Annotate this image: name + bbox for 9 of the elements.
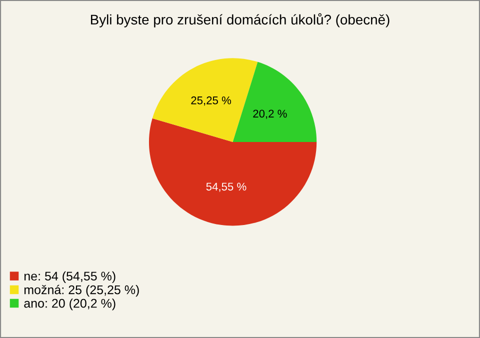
data-label: 54,55 %: [206, 182, 246, 192]
pie-slice: [148, 118, 317, 226]
pie-slice: [232, 62, 317, 142]
data-label: 20,2 %: [253, 110, 287, 119]
chart-title: Byli byste pro zrušení domácích úkolů? (obecně): [90, 13, 390, 28]
legend-label: ne: 54 (54,55 %): [24, 271, 116, 284]
legend-label: ano: 20 (20,2 %): [24, 298, 116, 310]
data-label: 25,25 %: [191, 96, 232, 106]
legend-label: možná: 25 (25,25 %): [24, 284, 139, 297]
